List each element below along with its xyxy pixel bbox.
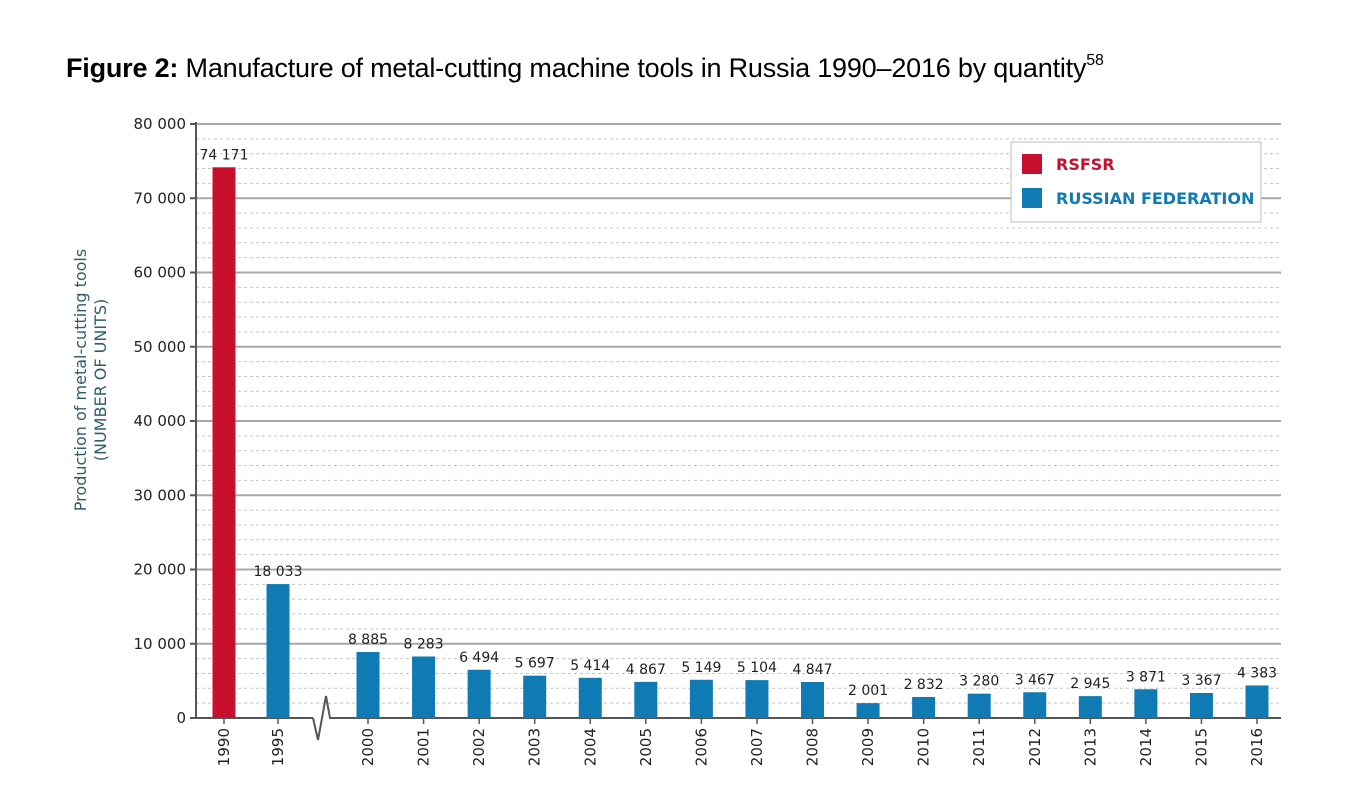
data-label-2001: 8 283: [404, 636, 444, 652]
data-label-2009: 2 001: [848, 683, 888, 699]
y-tick-label: 10 000: [134, 635, 187, 653]
bar-2005: [634, 681, 658, 718]
data-label-2003: 5 697: [515, 656, 555, 672]
y-tick-label: 50 000: [134, 338, 187, 356]
x-tick-label-1990: 1990: [215, 728, 233, 766]
bar-1990: [212, 167, 236, 718]
legend-swatch-russian-federation: [1022, 188, 1042, 208]
data-label-2008: 4 847: [792, 662, 832, 678]
bar-2015: [1189, 693, 1213, 718]
x-tick-labels: 1990 1995 2000 2001 2002 2003 2004 2005 2006 2007…: [215, 728, 1266, 766]
x-tick-label-2000: 2000: [359, 728, 377, 766]
bar-2007: [745, 680, 769, 718]
bar-2014: [1134, 689, 1158, 718]
legend-label-russian-federation: RUSSIAN FEDERATION: [1056, 189, 1254, 208]
bar-2002: [467, 669, 491, 718]
bar-2012: [1023, 692, 1047, 718]
y-tick-label: 30 000: [134, 486, 187, 504]
y-axis-title-line1: Production of metal-cutting tools: [71, 249, 90, 511]
y-tick-label: 60 000: [134, 264, 187, 282]
legend-label-rsfsr: RSFSR: [1056, 155, 1115, 174]
x-tick-label-2006: 2006: [692, 728, 710, 766]
x-tick-label-2004: 2004: [581, 728, 599, 766]
legend: RSFSR RUSSIAN FEDERATION: [1010, 141, 1262, 223]
bar-1995: [266, 584, 290, 718]
x-tick-label-2002: 2002: [470, 728, 488, 766]
bar-2003: [523, 675, 547, 718]
bar-2010: [912, 696, 936, 718]
data-label-2004: 5 414: [570, 658, 610, 674]
x-tick-label-2015: 2015: [1192, 728, 1210, 766]
y-axis-title: Production of metal-cutting tools (NUMBE…: [71, 249, 110, 511]
bar-2006: [689, 679, 713, 718]
data-label-2011: 3 280: [959, 674, 999, 690]
x-tick-label-2014: 2014: [1137, 728, 1155, 766]
legend-swatch-rsfsr: [1022, 154, 1042, 174]
data-label-2012: 3 467: [1015, 672, 1055, 688]
x-tick-label-2012: 2012: [1026, 728, 1044, 766]
x-tick-label-2013: 2013: [1081, 728, 1099, 766]
y-axis-title-line2: (NUMBER OF UNITS): [91, 299, 110, 461]
legend-box: [1010, 141, 1262, 223]
x-tick-label-2016: 2016: [1248, 728, 1266, 766]
data-label-2013: 2 945: [1070, 676, 1110, 692]
data-label-2015: 3 367: [1181, 673, 1221, 689]
grid-lines: [196, 123, 1281, 704]
data-label-2005: 4 867: [626, 662, 666, 678]
data-label-2007: 5 104: [737, 660, 777, 676]
x-tick-label-2009: 2009: [859, 728, 877, 766]
bar-2013: [1078, 696, 1102, 718]
data-label-2002: 6 494: [459, 650, 499, 666]
axis-break-mark: [312, 695, 335, 741]
figure-title: Figure 2: Manufacture of metal-cutting m…: [66, 52, 1104, 84]
x-tick-label-2005: 2005: [637, 728, 655, 766]
y-tick-labels: 0 10 000 20 000 30 000 40 000 50 000 60 000 70 …: [134, 115, 187, 727]
footnote-ref: 58: [1086, 52, 1104, 69]
bar-2011: [967, 693, 991, 718]
data-label-2016: 4 383: [1237, 665, 1277, 681]
y-tick-label: 20 000: [134, 561, 187, 579]
x-tick-label-2008: 2008: [804, 728, 822, 766]
y-tick-label: 0: [176, 709, 186, 727]
figure-title-text: Manufacture of metal-cutting machine too…: [185, 53, 1087, 83]
bar-2008: [801, 682, 824, 718]
data-labels: 74 171 18 033 8 885 8 283 6 494 5 697 5 414 4 8…: [200, 147, 1278, 699]
bar-2000: [356, 652, 380, 718]
data-label-2010: 2 832: [904, 677, 944, 693]
data-label-1990: 74 171: [200, 147, 249, 163]
y-tick-label: 40 000: [134, 412, 187, 430]
x-tick-label-2007: 2007: [748, 728, 766, 766]
data-label-2014: 3 871: [1126, 669, 1166, 685]
x-tick-label-2011: 2011: [970, 728, 988, 766]
bar-2004: [578, 677, 602, 718]
bar-2001: [412, 656, 436, 718]
bar-2009: [856, 703, 880, 718]
bar-2016: [1245, 685, 1269, 718]
figure-number: Figure 2:: [66, 53, 179, 83]
bars: [212, 167, 1269, 718]
x-tick-label-2003: 2003: [526, 728, 544, 766]
x-tick-label-2010: 2010: [915, 728, 933, 766]
data-label-2006: 5 149: [681, 660, 721, 676]
x-tick-label-2001: 2001: [415, 728, 433, 766]
data-label-2000: 8 885: [348, 632, 388, 648]
data-label-1995: 18 033: [254, 564, 303, 580]
x-tick-label-1995: 1995: [269, 728, 287, 766]
y-tick-label: 70 000: [134, 189, 187, 207]
y-tick-label: 80 000: [134, 115, 187, 133]
